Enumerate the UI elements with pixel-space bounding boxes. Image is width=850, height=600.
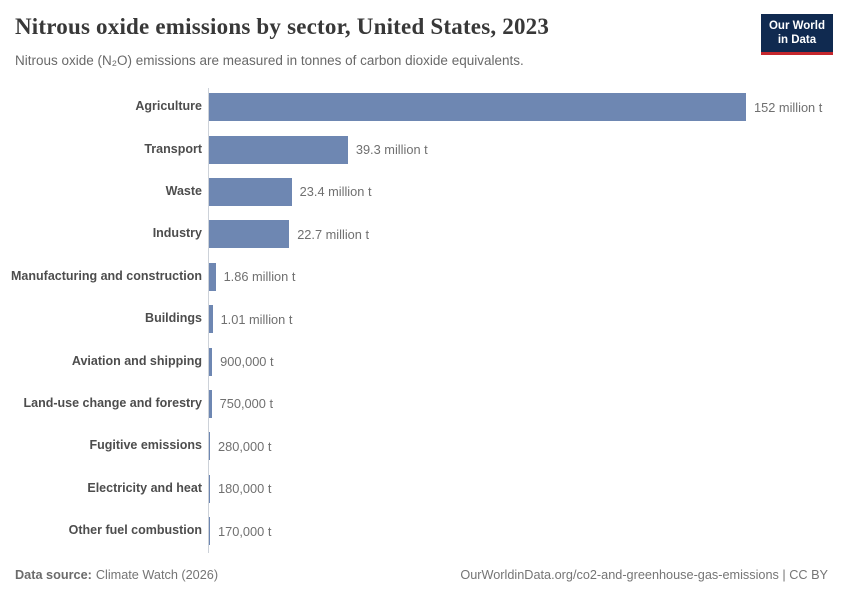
chart-footer: Data source: Climate Watch (2026) OurWorl…: [15, 568, 828, 582]
bar[interactable]: [209, 177, 292, 206]
bar[interactable]: [209, 305, 213, 334]
category-label: Agriculture: [135, 99, 202, 114]
value-label: 900,000 t: [220, 354, 274, 370]
chart-subtitle: Nitrous oxide (N₂O) emissions are measur…: [15, 53, 524, 68]
bar-zone: 750,000 t: [208, 389, 850, 418]
value-label: 170,000 t: [218, 523, 272, 539]
chart-row: Aviation and shipping 900,000 t: [0, 340, 850, 382]
bar-chart: Agriculture 152 million t Transport 39.3 mi…: [0, 86, 850, 553]
value-label: 180,000 t: [218, 481, 272, 497]
data-source-link[interactable]: Climate Watch (2026): [95, 568, 219, 582]
chart-row: Manufacturing and construction 1.86 milli…: [0, 256, 850, 298]
value-label: 1.86 million t: [223, 269, 296, 285]
bar-zone: 900,000 t: [208, 347, 850, 376]
category-label: Waste: [165, 184, 202, 199]
category-label: Aviation and shipping: [71, 353, 202, 368]
bar[interactable]: [209, 474, 210, 503]
bar[interactable]: [209, 517, 210, 546]
bar[interactable]: [209, 135, 348, 164]
bar-zone: 170,000 t: [208, 517, 850, 546]
bar-zone: 180,000 t: [208, 474, 850, 503]
owid-logo-line1: Our World: [768, 20, 825, 32]
chart-row: Land-use change and forestry 750,000 t: [0, 383, 850, 425]
value-label: 750,000 t: [219, 396, 274, 412]
category-label: Other fuel combustion: [68, 523, 202, 538]
category-label: Fugitive emissions: [89, 438, 202, 453]
bar-zone: 152 million t: [208, 93, 850, 122]
bar-zone: 39.3 million t: [208, 135, 850, 164]
bar-zone: 1.86 million t: [208, 262, 850, 291]
bar[interactable]: [209, 220, 290, 249]
owid-logo[interactable]: Our World in Data: [760, 14, 833, 55]
bar[interactable]: [209, 389, 212, 418]
chart-row: Waste 23.4 million t: [0, 171, 850, 213]
page-title: Nitrous oxide emissions by sector, Unite…: [15, 14, 550, 39]
chart-row: Agriculture 152 million t: [0, 86, 850, 128]
bar-zone: 280,000 t: [208, 432, 850, 461]
value-label: 152 million t: [754, 99, 823, 115]
chart-row: Buildings 1.01 million t: [0, 298, 850, 340]
value-label: 280,000 t: [218, 438, 272, 454]
category-label: Electricity and heat: [87, 480, 202, 495]
category-label: Industry: [152, 226, 202, 241]
chart-row: Other fuel combustion 170,000 t: [0, 510, 850, 552]
bar-zone: 22.7 million t: [208, 220, 850, 249]
chart-row: Industry 22.7 million t: [0, 213, 850, 255]
bar[interactable]: [209, 347, 213, 376]
chart-row: Electricity and heat 180,000 t: [0, 468, 850, 510]
citation-link[interactable]: OurWorldinData.org/co2-and-greenhouse-ga…: [460, 568, 828, 582]
bar[interactable]: [209, 432, 210, 461]
category-label: Land-use change and forestry: [23, 396, 202, 411]
data-source: Data source: Climate Watch (2026): [15, 568, 218, 582]
value-label: 22.7 million t: [297, 226, 370, 242]
category-label: Transport: [144, 141, 202, 156]
bar-zone: 1.01 million t: [208, 305, 850, 334]
value-label: 39.3 million t: [355, 142, 428, 158]
value-label: 23.4 million t: [299, 184, 372, 200]
chart-row: Fugitive emissions 280,000 t: [0, 425, 850, 467]
chart-row: Transport 39.3 million t: [0, 128, 850, 170]
value-label: 1.01 million t: [220, 311, 293, 327]
bar[interactable]: [209, 262, 216, 291]
bar-zone: 23.4 million t: [208, 177, 850, 206]
data-source-label: Data source:: [15, 568, 92, 582]
owid-logo-line2: in Data: [777, 34, 817, 47]
category-label: Buildings: [145, 311, 202, 326]
bar[interactable]: [209, 93, 746, 122]
category-label: Manufacturing and construction: [11, 268, 202, 283]
y-axis-line: [208, 88, 209, 553]
